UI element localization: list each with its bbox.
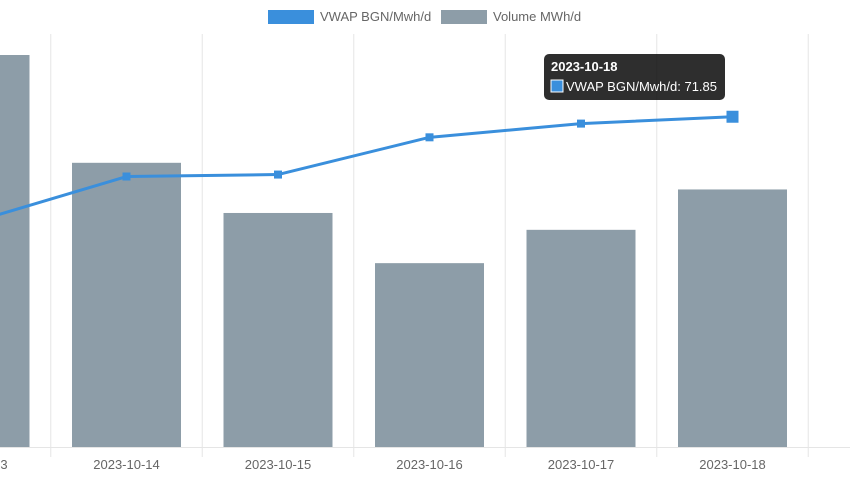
x-tick-label: 3 [0, 457, 7, 472]
legend: VWAP BGN/Mwh/d Volume MWh/d [268, 9, 581, 24]
tooltip-title: 2023-10-18 [551, 59, 618, 74]
bar-volume-2023-10-18[interactable] [678, 189, 787, 447]
legend-label-vwap: VWAP BGN/Mwh/d [320, 9, 431, 24]
point-vwap-2023-10-17[interactable] [577, 119, 585, 128]
x-tick-label: 2023-10-16 [396, 457, 463, 472]
point-vwap-2023-10-18[interactable] [726, 110, 739, 123]
point-vwap-2023-10-14[interactable] [122, 172, 131, 181]
x-tick-label: 2023-10-14 [93, 457, 160, 472]
x-tick-label: 2023-10-17 [548, 457, 615, 472]
tooltip-label: VWAP BGN/Mwh/d: 71.85 [566, 79, 717, 94]
tooltip: 2023-10-18 VWAP BGN/Mwh/d: 71.85 [544, 54, 725, 100]
legend-item-vwap[interactable]: VWAP BGN/Mwh/d [268, 9, 431, 24]
bar-volume-2023-10-15[interactable] [223, 212, 333, 447]
grid-layer [0, 34, 850, 457]
x-tick-label: 2023-10-15 [245, 457, 312, 472]
x-axis: 3 2023-10-14 2023-10-15 2023-10-16 2023-10-1… [0, 457, 765, 472]
bar-volume-2023-10-13[interactable] [0, 55, 30, 447]
legend-swatch-volume [441, 10, 487, 24]
bar-volume-2023-10-17[interactable] [526, 229, 636, 447]
tooltip-box [544, 54, 725, 100]
bar-volume-2023-10-14[interactable] [72, 162, 181, 448]
tooltip-swatch [550, 79, 564, 93]
legend-label-volume: Volume MWh/d [493, 9, 581, 24]
bar-volume-2023-10-16[interactable] [375, 263, 484, 447]
x-tick-label: 2023-10-18 [699, 457, 766, 472]
line-vwap [0, 115, 733, 216]
legend-item-volume[interactable]: Volume MWh/d [441, 9, 581, 24]
point-vwap-2023-10-15[interactable] [274, 170, 282, 179]
legend-swatch-vwap [268, 10, 314, 24]
bar-layer [0, 55, 787, 448]
line-layer [0, 110, 739, 216]
point-vwap-2023-10-16[interactable] [425, 133, 434, 142]
